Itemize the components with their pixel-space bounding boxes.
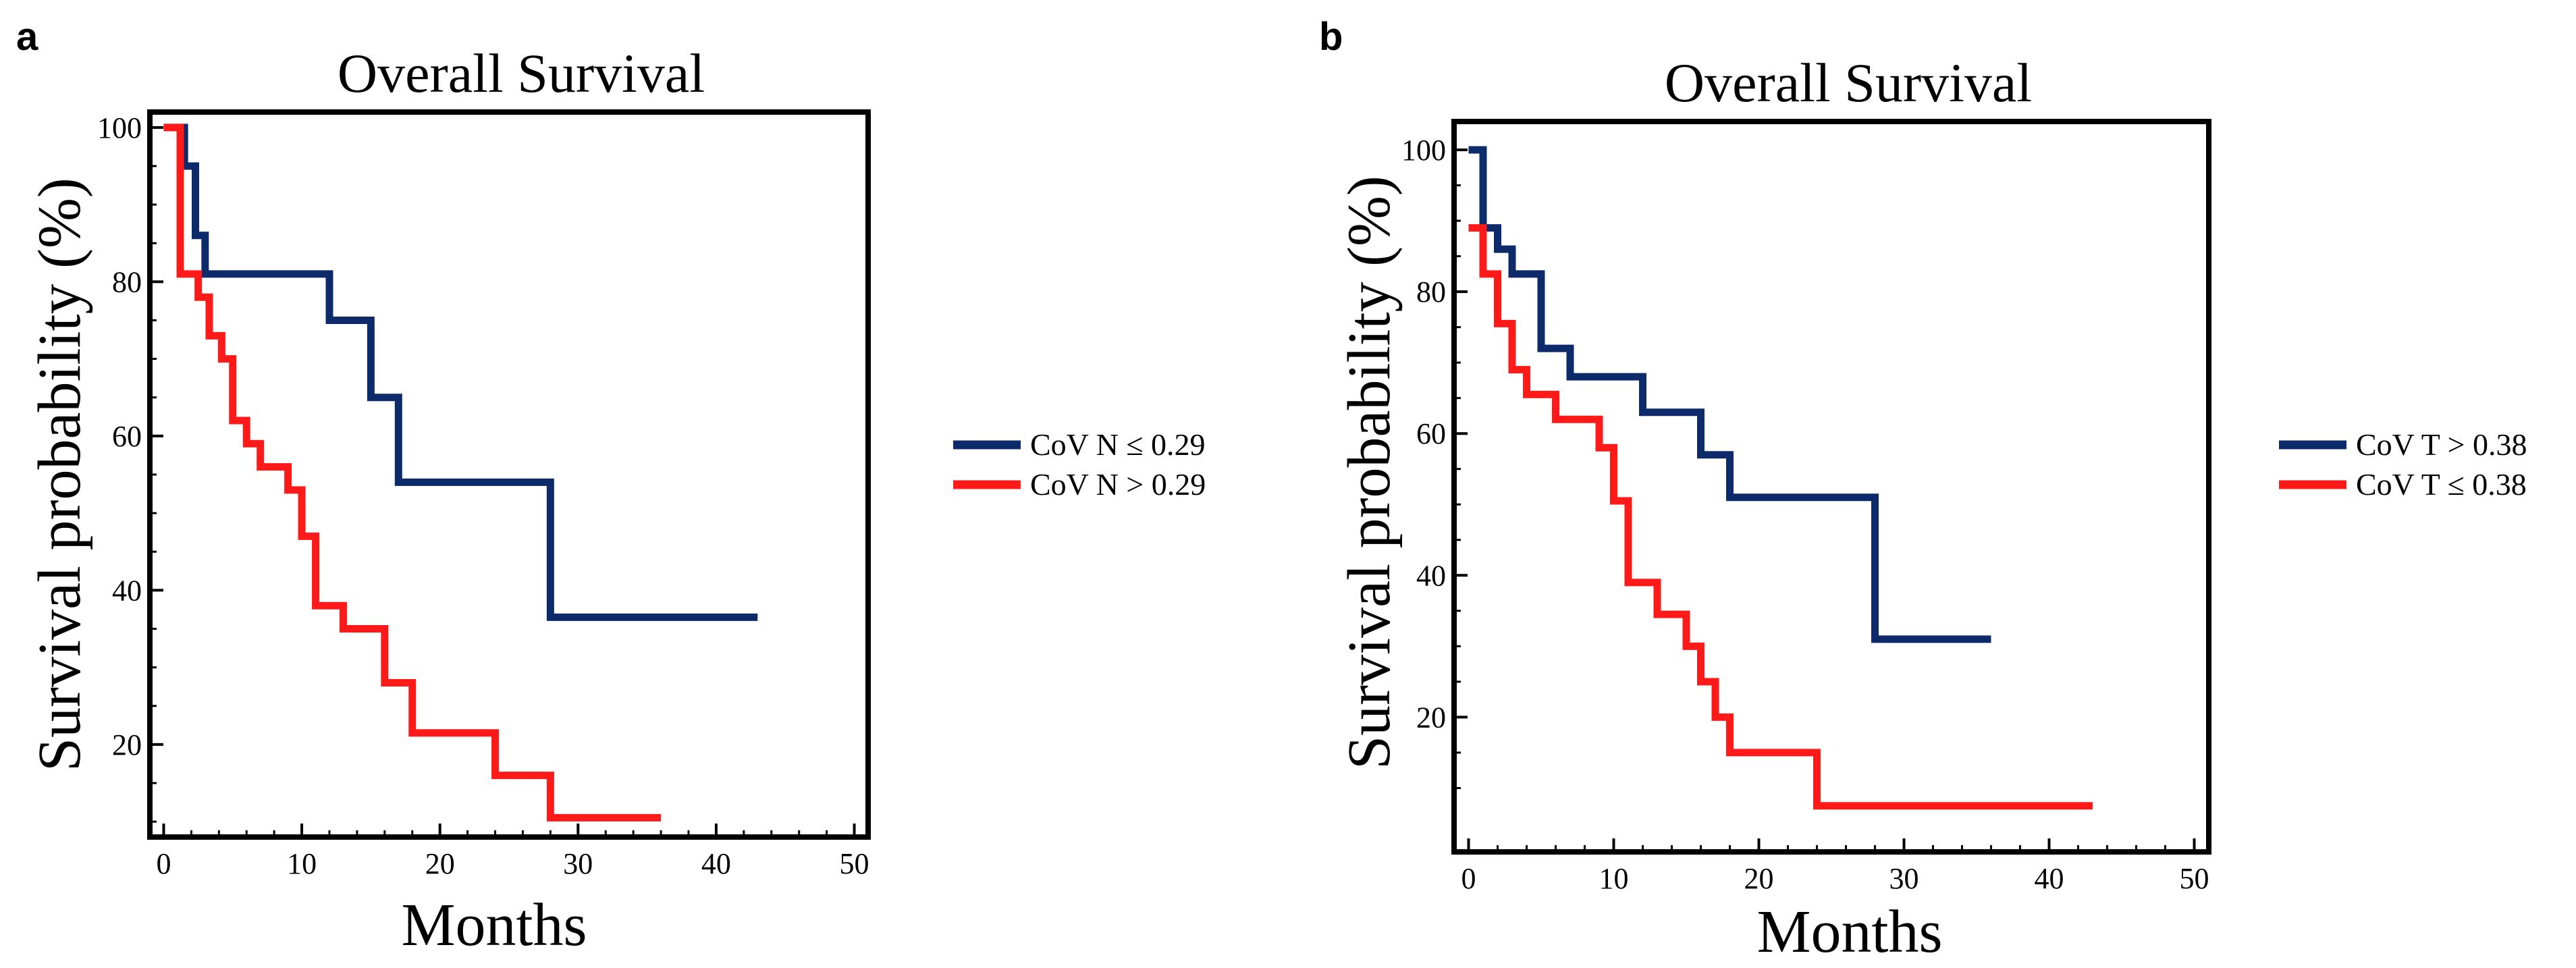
x-tick-label-40: 40 xyxy=(2035,862,2064,895)
y-tick-label-40: 40 xyxy=(112,574,142,607)
panel-b-y-axis-label: Survival probability (%) xyxy=(1336,176,1403,770)
x-tick-label-50: 50 xyxy=(2180,862,2209,895)
legend-label-cov-t-le: CoV T ≤ 0.38 xyxy=(2356,467,2527,502)
panel-b-plot-frame xyxy=(1451,119,2211,855)
survival-curve-a-0 xyxy=(163,124,758,621)
x-tick-label-30: 30 xyxy=(1889,862,1919,895)
x-tick-label-20: 20 xyxy=(1744,862,1774,895)
x-tick-label-10: 10 xyxy=(287,847,317,880)
y-tick-label-80: 80 xyxy=(1416,275,1446,308)
y-tick-label-40: 40 xyxy=(1416,559,1446,592)
panel-a-plot-frame xyxy=(147,109,871,840)
survival-curve-b-1 xyxy=(1468,224,2093,810)
x-tick-label-0: 0 xyxy=(156,847,171,880)
survival-curve-b-0 xyxy=(1468,146,1991,643)
y-tick-label-20: 20 xyxy=(112,728,142,761)
y-tick-label-60: 60 xyxy=(112,420,142,453)
panel-b-letter: b xyxy=(1319,15,1343,59)
y-tick-label-80: 80 xyxy=(112,265,142,298)
panel-b-x-axis-label: Months xyxy=(1756,898,1942,965)
x-tick-label-0: 0 xyxy=(1461,862,1476,895)
y-tick-label-100: 100 xyxy=(97,111,142,144)
panel-a-series xyxy=(163,124,758,822)
x-tick-label-50: 50 xyxy=(840,847,869,880)
panel-a-ticks: 0 10 20 30 40 50 20 40 60 80 100 xyxy=(97,111,869,880)
legend-label-cov-n-le: CoV N ≤ 0.29 xyxy=(1030,427,1206,462)
panel-b-ticks: 0 10 20 30 40 50 20 40 60 80 100 xyxy=(1401,134,2209,895)
legend-label-cov-t-gt: CoV T > 0.38 xyxy=(2356,427,2527,462)
survival-curve-a-1 xyxy=(163,124,662,822)
panel-a-y-axis-label: Survival probability (%) xyxy=(26,178,93,772)
panel-a-letter: a xyxy=(16,15,38,59)
panel-b-title: Overall Survival xyxy=(1665,52,2032,113)
x-tick-label-40: 40 xyxy=(701,847,731,880)
panel-a-title: Overall Survival xyxy=(338,43,705,104)
y-tick-label-100: 100 xyxy=(1401,134,1446,167)
x-tick-label-30: 30 xyxy=(563,847,593,880)
legend-label-cov-n-gt: CoV N > 0.29 xyxy=(1030,467,1206,502)
panel-b-series xyxy=(1468,146,2093,810)
y-tick-label-20: 20 xyxy=(1416,701,1446,734)
panel-a-x-axis-label: Months xyxy=(401,892,587,959)
panel-b-legend: CoV T > 0.38 CoV T ≤ 0.38 xyxy=(2279,427,2527,502)
panel-a-chart: a Overall Survival 0 10 20 30 40 50 20 40 60 80 10… xyxy=(16,15,1206,959)
panel-a-legend: CoV N ≤ 0.29 CoV N > 0.29 xyxy=(953,427,1206,502)
y-tick-label-60: 60 xyxy=(1416,417,1446,450)
x-tick-label-20: 20 xyxy=(425,847,455,880)
x-tick-label-10: 10 xyxy=(1599,862,1629,895)
panel-b-chart: b Overall Survival 0 10 20 30 40 50 20 40 60 80 10… xyxy=(1319,15,2527,965)
